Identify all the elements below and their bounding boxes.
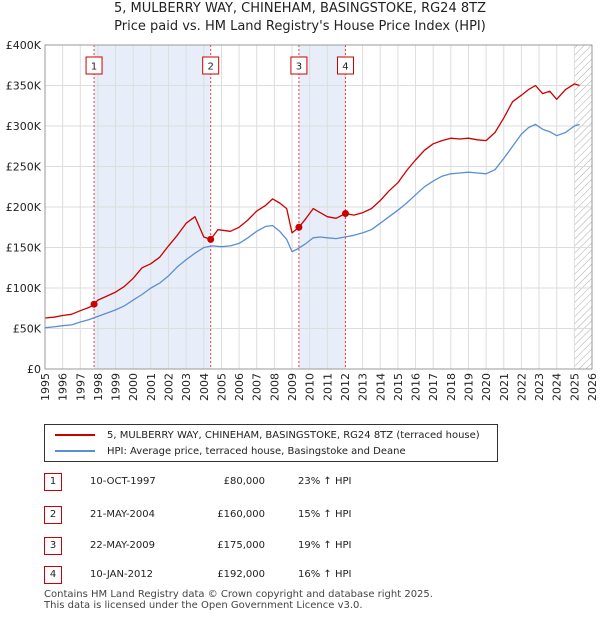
marker-badge-label: 3	[296, 62, 302, 73]
transaction-date: 10-OCT-1997	[90, 476, 156, 487]
table-row: 1 10-OCT-1997 £80,000 23% ↑ HPI	[44, 473, 444, 491]
y-tick-label: £50K	[13, 323, 42, 336]
legend-label-hpi: HPI: Average price, terraced house, Basi…	[107, 445, 406, 457]
sale-point-3	[295, 223, 303, 231]
x-tick-label: 2026	[586, 373, 599, 401]
table-row: 3 22-MAY-2009 £175,000 19% ↑ HPI	[44, 537, 444, 555]
transaction-date: 10-JAN-2012	[90, 569, 154, 580]
y-tick-label: £100K	[6, 282, 42, 295]
legend-label-property: 5, MULBERRY WAY, CHINEHAM, BASINGSTOKE, …	[107, 429, 480, 441]
x-tick-label: 1998	[92, 373, 105, 401]
x-tick-label: 2011	[321, 373, 334, 401]
x-tick-label: 2010	[304, 373, 317, 401]
transaction-price: £175,000	[217, 540, 265, 551]
x-tick-label: 2025	[568, 373, 581, 401]
transaction-number-badge: 1	[44, 473, 62, 491]
transaction-number-badge: 2	[44, 506, 62, 524]
x-tick-label: 2002	[163, 373, 176, 401]
x-tick-label: 2008	[268, 373, 281, 401]
legend-item-property: 5, MULBERRY WAY, CHINEHAM, BASINGSTOKE, …	[55, 427, 480, 443]
legend-item-hpi: HPI: Average price, terraced house, Basi…	[55, 443, 406, 459]
transaction-hpi-diff: 15% ↑ HPI	[298, 509, 352, 520]
transaction-hpi-diff: 16% ↑ HPI	[298, 569, 352, 580]
x-tick-label: 2004	[198, 373, 211, 401]
x-tick-label: 2024	[551, 373, 564, 401]
hpi-line	[44, 123, 580, 329]
x-tick-label: 1999	[110, 373, 123, 401]
x-tick-label: 2001	[145, 373, 158, 401]
x-tick-label: 2003	[180, 373, 193, 401]
y-tick-label: £0	[27, 363, 41, 376]
y-tick-label: £300K	[6, 120, 42, 133]
transaction-number-badge: 4	[44, 566, 62, 584]
marker-badge-3	[290, 56, 308, 75]
transaction-price: £160,000	[217, 509, 265, 520]
sale-point-1	[90, 300, 98, 308]
transaction-date: 21-MAY-2004	[90, 509, 156, 520]
sale-point-4	[341, 209, 349, 217]
table-row: 4 10-JAN-2012 £192,000 16% ↑ HPI	[44, 566, 444, 584]
x-tick-label: 1995	[39, 373, 52, 401]
y-tick-label: £350K	[6, 80, 42, 93]
footer-copyright: Contains HM Land Registry data © Crown c…	[44, 589, 433, 600]
marker-badge-2	[202, 56, 220, 75]
legend-swatch-hpi	[55, 450, 95, 452]
x-tick-label: 2013	[357, 373, 370, 401]
chart-legend: 5, MULBERRY WAY, CHINEHAM, BASINGSTOKE, …	[44, 424, 498, 462]
x-tick-label: 2012	[339, 373, 352, 401]
x-tick-label: 2023	[533, 373, 546, 401]
legend-swatch-property	[55, 434, 95, 436]
marker-badge-4	[336, 56, 354, 75]
y-tick-label: £250K	[6, 161, 42, 174]
y-tick-label: £400K	[6, 39, 42, 52]
transaction-hpi-diff: 23% ↑ HPI	[298, 476, 352, 487]
x-tick-label: 2015	[392, 373, 405, 401]
x-tick-label: 2009	[286, 373, 299, 401]
property-price-line	[44, 83, 580, 319]
y-tick-label: £200K	[6, 201, 42, 214]
x-tick-label: 2021	[498, 373, 511, 401]
marker-badge-label: 2	[208, 62, 214, 73]
marker-badge-label: 1	[91, 62, 97, 73]
transaction-price: £80,000	[223, 476, 265, 487]
x-tick-label: 2000	[127, 373, 140, 401]
x-tick-label: 1996	[57, 373, 70, 401]
x-tick-label: 2020	[480, 373, 493, 401]
x-tick-label: 2014	[374, 373, 387, 401]
transaction-price: £192,000	[217, 569, 265, 580]
marker-badge-label: 4	[342, 62, 348, 73]
x-tick-label: 1997	[74, 373, 87, 401]
x-tick-label: 2019	[462, 373, 475, 401]
transaction-date: 22-MAY-2009	[90, 540, 156, 551]
x-tick-label: 2005	[215, 373, 228, 401]
sale-point-2	[207, 235, 215, 243]
x-tick-label: 2006	[233, 373, 246, 401]
chart-title-line1: 5, MULBERRY WAY, CHINEHAM, BASINGSTOKE, …	[114, 1, 486, 16]
table-row: 2 21-MAY-2004 £160,000 15% ↑ HPI	[44, 506, 444, 524]
x-tick-label: 2007	[251, 373, 264, 401]
chart-title-line2: Price paid vs. HM Land Registry's House …	[114, 19, 486, 34]
y-tick-label: £150K	[6, 242, 42, 255]
transaction-number-badge: 3	[44, 537, 62, 555]
transaction-hpi-diff: 19% ↑ HPI	[298, 540, 352, 551]
x-tick-label: 2022	[515, 373, 528, 401]
x-tick-label: 2018	[445, 373, 458, 401]
price-chart: 1 2 3 4 £0 £50K £100K £150K £200K £250K £300K £350K…	[6, 39, 599, 401]
x-tick-label: 2017	[427, 373, 440, 401]
footer-licence: This data is licensed under the Open Gov…	[44, 600, 363, 611]
marker-badge-1	[85, 56, 103, 75]
plot-frame	[44, 44, 593, 370]
x-tick-label: 2016	[410, 373, 423, 401]
